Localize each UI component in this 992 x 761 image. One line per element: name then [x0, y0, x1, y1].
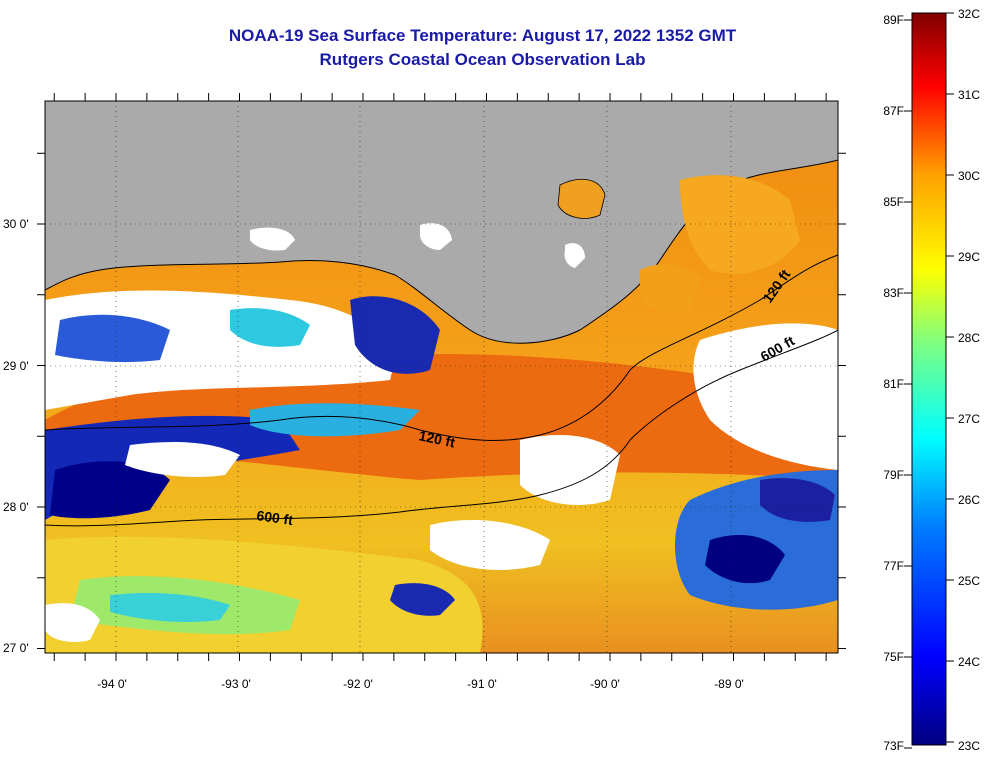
- colorbar-label-83f: 83F: [883, 286, 904, 300]
- colorbar-label-32c: 32C: [958, 7, 980, 21]
- cool-water-north: [350, 296, 440, 374]
- map-frame: [44, 100, 839, 654]
- cloud-land-a: [250, 227, 295, 251]
- sound-warm: [680, 175, 800, 274]
- cool-patch-south: [390, 583, 455, 616]
- contour-120ft: [45, 254, 838, 441]
- lat-label-30: 30 0': [3, 217, 29, 231]
- lon-label-89: -89 0': [714, 677, 744, 691]
- lon-label-92: -92 0': [343, 677, 373, 691]
- colorbar: [911, 12, 947, 746]
- colorbar-label-79f: 79F: [883, 468, 904, 482]
- lon-label-90: -90 0': [590, 677, 620, 691]
- colorbar-label-77f: 77F: [883, 559, 904, 573]
- map-subtitle: Rutgers Coastal Ocean Observation Lab: [319, 50, 646, 69]
- contour-label-120ft-west: 120 ft: [417, 427, 456, 450]
- cloud-central-b: [430, 520, 550, 570]
- cool-patch-b: [250, 403, 420, 437]
- colorbar-label-87f: 87F: [883, 104, 904, 118]
- cool-water-west: [55, 314, 170, 363]
- graticule: [45, 101, 838, 653]
- contour-600ft: [45, 329, 838, 527]
- colorbar-ticks: [904, 12, 954, 749]
- cool-patch-a: [230, 308, 310, 347]
- cloud-west-b: [125, 442, 240, 477]
- colorbar-label-25c: 25C: [958, 574, 980, 588]
- colorbar-label-75f: 75F: [883, 650, 904, 664]
- lon-label-94: -94 0': [97, 677, 127, 691]
- lat-label-28: 28 0': [3, 500, 29, 514]
- colorbar-label-28c: 28C: [958, 331, 980, 345]
- delta-warm: [640, 264, 700, 314]
- cyan-water-south: [110, 593, 230, 623]
- colorbar-label-27c: 27C: [958, 412, 980, 426]
- map-title: NOAA-19 Sea Surface Temperature: August …: [228, 26, 737, 45]
- lake-warm: [557, 178, 606, 219]
- colorbar-label-26c: 26C: [958, 493, 980, 507]
- cold-core-east: [705, 535, 785, 584]
- colorbar-label-29c: 29C: [958, 250, 980, 264]
- cloud-land-b: [420, 223, 452, 250]
- cold-core-east-b: [760, 478, 835, 522]
- lon-label-91: -91 0': [467, 677, 497, 691]
- colorbar-label-23c: 23C: [958, 739, 980, 753]
- cloud-east: [693, 323, 838, 470]
- contour-label-600ft-west: 600 ft: [256, 507, 295, 528]
- cloud-southwest: [45, 603, 100, 642]
- colorbar-label-73f: 73F: [883, 739, 904, 753]
- colorbar-label-81f: 81F: [883, 377, 904, 391]
- cold-core-west: [50, 461, 170, 519]
- colorbar-label-24c: 24C: [958, 655, 980, 669]
- colorbar-label-89f: 89F: [883, 13, 904, 27]
- lat-label-27: 27 0': [3, 641, 29, 655]
- lon-label-93: -93 0': [221, 677, 251, 691]
- sst-map: [45, 101, 838, 653]
- cloud-land-c: [564, 243, 585, 268]
- lat-label-29: 29 0': [3, 359, 29, 373]
- colorbar-label-85f: 85F: [883, 195, 904, 209]
- cloud-central: [520, 435, 620, 505]
- colorbar-label-30c: 30C: [958, 169, 980, 183]
- axis-ticks: [37, 93, 846, 661]
- colorbar-label-31c: 31C: [958, 88, 980, 102]
